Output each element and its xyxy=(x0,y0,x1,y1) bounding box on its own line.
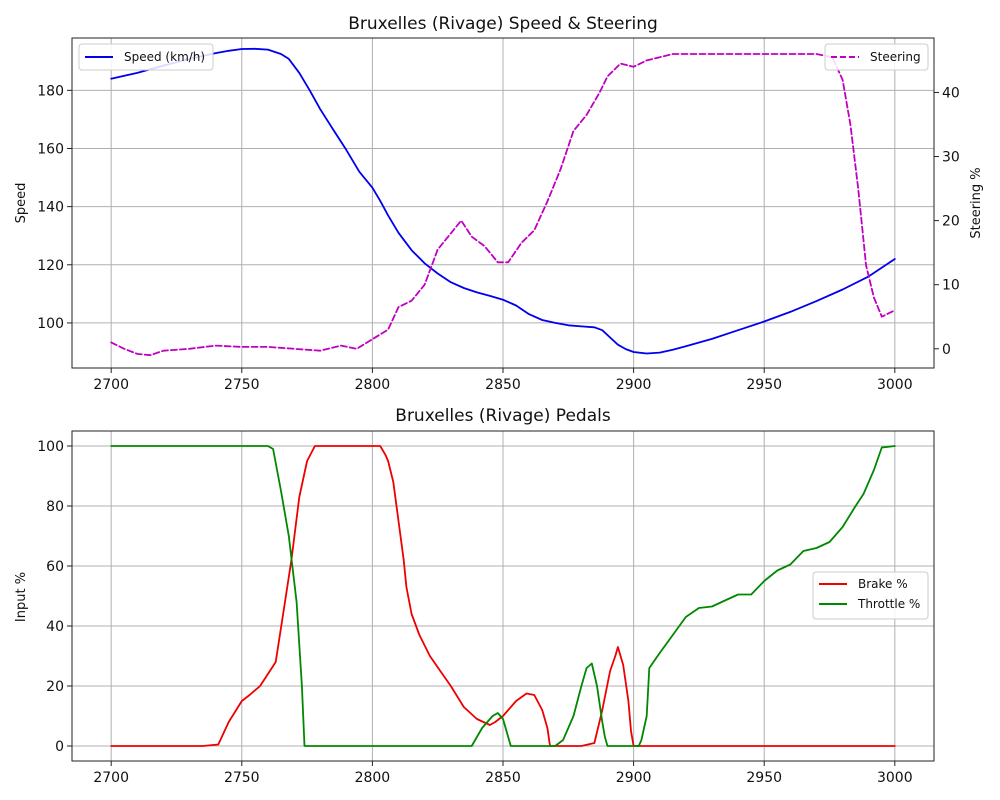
legend-pedals: Brake % Throttle % xyxy=(812,571,929,620)
y2-tick-label: 10 xyxy=(942,278,960,294)
x-tick-label: 2850 xyxy=(485,377,521,393)
y-tick-label: 160 xyxy=(37,141,64,157)
legend-label-speed: Speed (km/h) xyxy=(124,50,205,64)
y-tick-label: 140 xyxy=(37,200,64,216)
legend-label-throttle: Throttle % xyxy=(857,597,920,611)
legend-label-brake: Brake % xyxy=(858,577,908,591)
legend-label-steering: Steering xyxy=(870,50,921,64)
y-tick-label: 180 xyxy=(37,83,64,99)
x-tick-label: 2700 xyxy=(93,377,129,393)
x-tick-label: 2700 xyxy=(93,770,129,786)
x-tick-label: 2850 xyxy=(485,770,521,786)
x-tick-label: 2900 xyxy=(616,377,652,393)
legend-steering: Steering xyxy=(824,43,929,71)
x-tick-label: 3000 xyxy=(877,377,913,393)
y-tick-label: 100 xyxy=(37,439,64,455)
x-tick-label: 2950 xyxy=(746,377,782,393)
y2-tick-label: 40 xyxy=(942,85,960,101)
y-tick-label: 60 xyxy=(46,559,64,575)
y-tick-label: 40 xyxy=(46,619,64,635)
y-tick-label: 100 xyxy=(37,316,64,332)
x-tick-label: 2950 xyxy=(746,770,782,786)
legend-speed: Speed (km/h) xyxy=(78,43,214,71)
y2-tick-label: 20 xyxy=(942,214,960,230)
series-line-steering xyxy=(110,53,896,357)
y-tick-label: 80 xyxy=(46,499,64,515)
x-tick-label: 3000 xyxy=(877,770,913,786)
series-line-brake xyxy=(110,445,896,747)
chart-title: Bruxelles (Rivage) Pedals xyxy=(395,406,611,426)
y-axis-label: Speed xyxy=(14,183,29,224)
x-tick-label: 2750 xyxy=(224,377,260,393)
x-tick-label: 2800 xyxy=(355,377,391,393)
x-tick-label: 2750 xyxy=(224,770,260,786)
series-line-speed xyxy=(110,47,896,355)
x-tick-label: 2800 xyxy=(355,770,391,786)
y-tick-label: 20 xyxy=(46,679,64,695)
y2-tick-label: 0 xyxy=(942,342,951,358)
y-tick-label: 0 xyxy=(55,739,64,755)
pedals-chart: 2700 2750 2800 2850 2900 2950 3000 0 20 40 60 80 10… xyxy=(14,406,935,786)
y-axis-label: Input % xyxy=(14,572,29,622)
y-tick-label: 120 xyxy=(37,258,64,274)
x-tick-label: 2900 xyxy=(616,770,652,786)
speed-steering-chart: 2700 2750 2800 2850 2900 2950 3000 10012014016… xyxy=(14,14,984,393)
chart-title: Bruxelles (Rivage) Speed & Steering xyxy=(348,14,658,34)
y2-tick-label: 30 xyxy=(942,150,960,166)
series-line-throttle xyxy=(110,445,896,747)
y2-axis-label: Steering % xyxy=(969,167,984,238)
